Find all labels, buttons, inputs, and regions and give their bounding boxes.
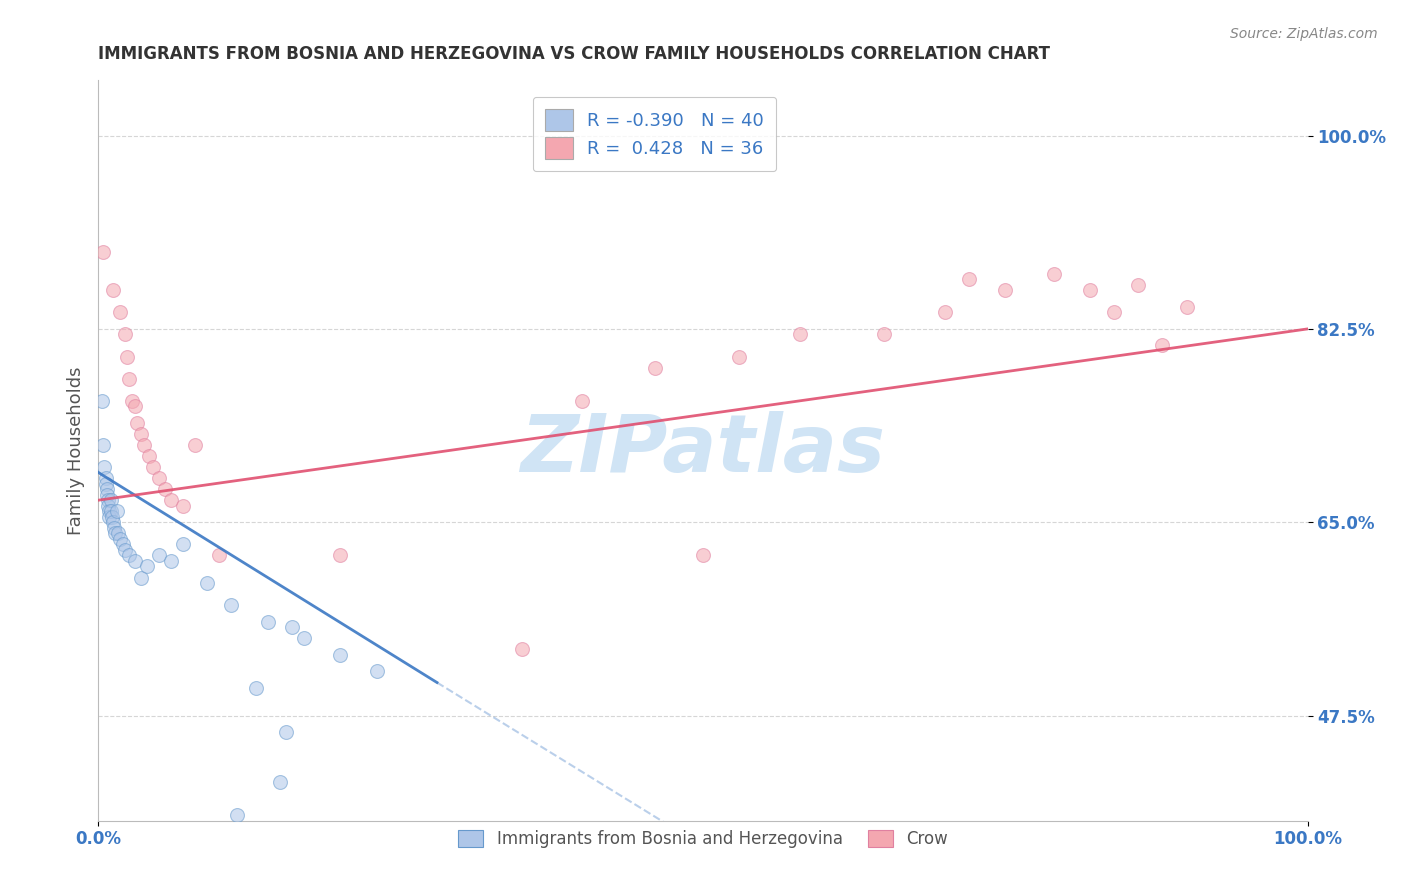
- Point: [269, 775, 291, 789]
- Point: [134, 438, 156, 452]
- Point: [245, 681, 267, 695]
- Text: ZIPatlas: ZIPatlas: [520, 411, 886, 490]
- Point: [93, 460, 115, 475]
- Point: [124, 399, 146, 413]
- Y-axis label: Family Households: Family Households: [66, 367, 84, 534]
- Legend: Immigrants from Bosnia and Herzegovina, Crow: Immigrants from Bosnia and Herzegovina, …: [450, 822, 956, 856]
- Point: [129, 426, 152, 441]
- Point: [644, 360, 666, 375]
- Point: [117, 350, 139, 364]
- Point: [142, 460, 165, 475]
- Point: [957, 272, 980, 286]
- Point: [114, 542, 136, 557]
- Point: [281, 620, 304, 634]
- Point: [148, 549, 170, 563]
- Point: [571, 393, 593, 408]
- Point: [135, 559, 157, 574]
- Point: [111, 537, 134, 551]
- Point: [100, 504, 122, 518]
- Point: [256, 615, 278, 629]
- Point: [91, 244, 114, 259]
- Point: [96, 482, 118, 496]
- Point: [195, 576, 218, 591]
- Point: [329, 549, 352, 563]
- Point: [329, 648, 352, 662]
- Point: [1175, 300, 1198, 314]
- Point: [172, 537, 194, 551]
- Point: [148, 471, 170, 485]
- Point: [1128, 277, 1150, 292]
- Text: IMMIGRANTS FROM BOSNIA AND HERZEGOVINA VS CROW FAMILY HOUSEHOLDS CORRELATION CHA: IMMIGRANTS FROM BOSNIA AND HERZEGOVINA V…: [98, 45, 1050, 63]
- Point: [104, 526, 127, 541]
- Point: [129, 570, 152, 584]
- Point: [366, 665, 388, 679]
- Point: [94, 471, 117, 485]
- Point: [91, 393, 114, 408]
- Point: [108, 532, 131, 546]
- Point: [160, 554, 183, 568]
- Point: [94, 476, 117, 491]
- Point: [1102, 305, 1125, 319]
- Text: Source: ZipAtlas.com: Source: ZipAtlas.com: [1230, 27, 1378, 41]
- Point: [728, 350, 751, 364]
- Point: [1152, 338, 1174, 352]
- Point: [208, 549, 231, 563]
- Point: [226, 808, 249, 822]
- Point: [172, 499, 194, 513]
- Point: [1078, 283, 1101, 297]
- Point: [692, 549, 714, 563]
- Point: [98, 509, 121, 524]
- Point: [103, 521, 125, 535]
- Point: [873, 327, 896, 342]
- Point: [292, 632, 315, 646]
- Point: [994, 283, 1017, 297]
- Point: [124, 554, 146, 568]
- Point: [510, 642, 533, 657]
- Point: [96, 488, 118, 502]
- Point: [138, 449, 160, 463]
- Point: [101, 516, 124, 530]
- Point: [91, 438, 114, 452]
- Point: [789, 327, 811, 342]
- Point: [221, 598, 243, 612]
- Point: [108, 305, 131, 319]
- Point: [98, 504, 121, 518]
- Point: [121, 393, 143, 408]
- Point: [101, 283, 124, 297]
- Point: [105, 504, 128, 518]
- Point: [160, 493, 183, 508]
- Point: [934, 305, 956, 319]
- Point: [1042, 267, 1064, 281]
- Point: [127, 416, 149, 430]
- Point: [118, 549, 141, 563]
- Point: [118, 371, 141, 385]
- Point: [100, 509, 122, 524]
- Point: [107, 526, 129, 541]
- Point: [97, 499, 120, 513]
- Point: [114, 327, 136, 342]
- Point: [274, 725, 297, 739]
- Point: [184, 438, 207, 452]
- Point: [153, 482, 176, 496]
- Point: [100, 493, 122, 508]
- Point: [97, 493, 120, 508]
